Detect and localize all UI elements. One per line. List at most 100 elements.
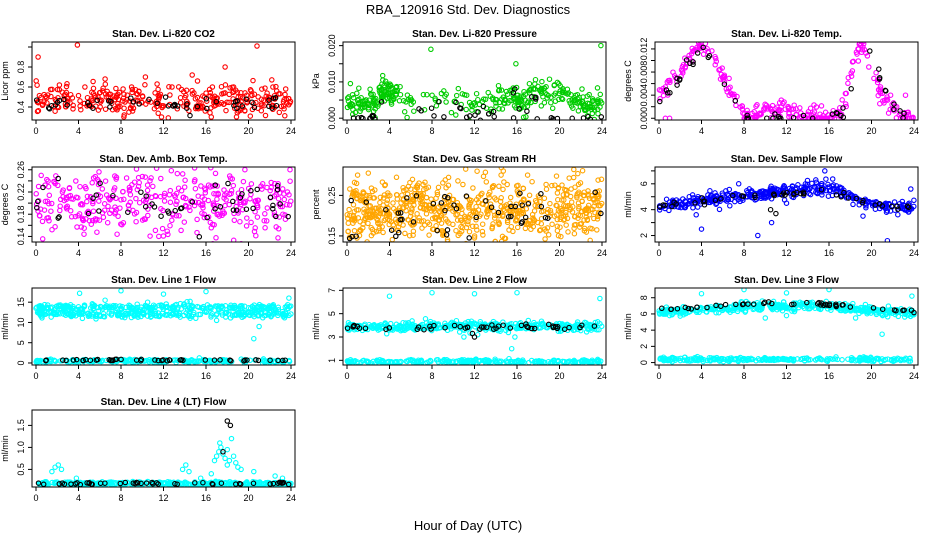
data-point xyxy=(496,220,502,227)
x-tick-label: 20 xyxy=(243,248,253,258)
outlier-point xyxy=(209,84,216,90)
data-point xyxy=(199,194,205,200)
data-point xyxy=(90,105,96,111)
data-point xyxy=(548,99,554,106)
x-tick-label: 0 xyxy=(344,126,349,136)
data-point xyxy=(475,96,481,103)
data-point xyxy=(202,190,209,196)
outlier-point xyxy=(386,293,393,299)
x-tick-label: 16 xyxy=(824,126,834,136)
data-point xyxy=(463,92,470,98)
data-point xyxy=(154,100,160,107)
data-point xyxy=(886,309,892,316)
data-point xyxy=(192,185,199,192)
data-point xyxy=(230,182,237,189)
series-points xyxy=(344,289,605,365)
data-point xyxy=(694,198,701,205)
data-point xyxy=(107,104,113,110)
data-point xyxy=(451,202,457,208)
data-point xyxy=(213,98,220,105)
data-point xyxy=(541,85,547,91)
data-point xyxy=(697,37,701,41)
data-point xyxy=(127,98,133,104)
data-point xyxy=(260,304,267,310)
data-point xyxy=(434,191,441,198)
x-tick-label: 0 xyxy=(33,126,38,136)
data-point xyxy=(556,90,562,97)
data-point xyxy=(772,301,778,307)
outlier-point xyxy=(76,290,83,297)
data-point xyxy=(483,179,490,185)
data-point xyxy=(263,218,270,224)
data-point xyxy=(700,51,707,58)
data-point xyxy=(473,196,480,203)
data-point xyxy=(508,223,515,230)
data-point xyxy=(237,303,243,310)
y-tick-label: 0.008 xyxy=(639,61,649,84)
data-point xyxy=(393,233,399,240)
data-point xyxy=(515,95,521,102)
data-point xyxy=(819,192,825,198)
data-point xyxy=(678,204,684,211)
data-point xyxy=(81,231,87,237)
data-point xyxy=(772,111,778,117)
data-point xyxy=(705,54,712,61)
data-point xyxy=(166,84,172,90)
data-point xyxy=(253,198,259,204)
data-point xyxy=(444,227,451,233)
data-point xyxy=(825,193,832,199)
x-tick-label: 0 xyxy=(33,248,38,258)
data-point xyxy=(525,201,532,207)
data-point xyxy=(119,314,126,320)
data-point xyxy=(287,178,293,184)
data-point xyxy=(147,233,153,239)
data-point xyxy=(592,360,599,365)
data-point xyxy=(193,315,199,322)
data-point xyxy=(239,103,246,109)
data-point xyxy=(181,184,188,190)
data-point xyxy=(800,300,806,307)
outlier-point xyxy=(513,61,519,67)
data-point xyxy=(395,224,402,230)
data-point xyxy=(369,103,376,109)
data-point xyxy=(559,182,565,188)
outlier-point xyxy=(187,298,193,305)
data-point xyxy=(510,115,517,120)
data-point xyxy=(255,197,262,204)
y-tick-label: 4 xyxy=(639,207,649,212)
data-point xyxy=(694,47,700,53)
outlier-point xyxy=(82,84,88,90)
data-point xyxy=(203,96,210,102)
data-point xyxy=(78,201,85,207)
data-point xyxy=(130,305,137,312)
data-point xyxy=(395,210,402,216)
data-point xyxy=(146,357,153,363)
outlier-point xyxy=(208,114,215,120)
data-point xyxy=(369,114,376,120)
data-point xyxy=(205,197,212,204)
data-point xyxy=(716,206,723,213)
panel-ylabel: ml/min xyxy=(623,313,633,340)
data-point xyxy=(772,185,778,191)
data-point xyxy=(562,186,568,193)
data-point xyxy=(191,90,197,96)
data-point xyxy=(864,199,871,206)
data-point xyxy=(371,210,378,217)
data-point xyxy=(231,105,238,112)
data-point xyxy=(549,359,555,365)
data-point xyxy=(110,192,116,199)
data-point xyxy=(521,88,527,95)
data-point xyxy=(501,179,507,185)
data-point xyxy=(442,93,448,99)
data-point xyxy=(91,311,97,317)
panel-title: Stan. Dev. Li-820 Pressure xyxy=(412,29,537,40)
data-point xyxy=(669,203,675,210)
data-point xyxy=(876,74,883,81)
data-point xyxy=(143,196,150,203)
data-point xyxy=(776,99,783,106)
data-point xyxy=(354,97,361,104)
data-point xyxy=(396,359,402,365)
data-point xyxy=(465,221,471,227)
data-point xyxy=(489,224,496,230)
data-point xyxy=(367,91,374,97)
